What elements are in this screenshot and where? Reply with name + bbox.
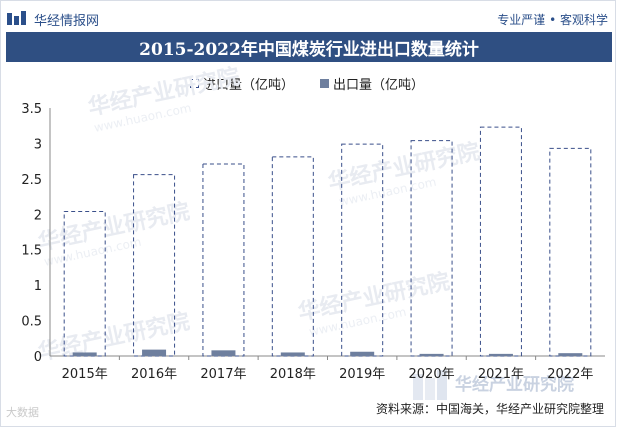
y-tick-label: 2.5 [21,173,42,188]
watermark-text: 华经产业研究院 [36,308,192,365]
tagline: 专业严谨 • 客观科学 [497,12,608,27]
corner-watermark: 大数据 [6,406,39,419]
watermark-badge-icon [425,378,435,400]
brand-name: 华经情报网 [34,13,100,29]
legend-label-export: 出口量（亿吨） [333,78,425,93]
bar-export [488,353,513,356]
watermark-badge: 华经产业研究院 [455,374,574,395]
legend-label-import: 进口量（亿吨） [203,78,295,93]
legend-swatch-import [190,79,199,88]
x-tick-label: 2020年 [409,367,455,382]
y-tick-label: 3 [34,137,42,152]
x-tick-label: 2022年 [547,367,593,382]
bar-import [549,147,592,357]
y-tick-label: 2 [34,208,42,223]
x-tick-label: 2021年 [478,367,524,382]
x-tick-label: 2016年 [131,367,177,382]
bar-import [202,163,245,357]
chart-title: 2015-2022年中国煤炭行业进出口数量统计 [6,32,612,62]
top-bar: 华经情报网 专业严谨 • 客观科学 [6,6,612,32]
x-tick-label: 2015年 [62,367,108,382]
y-tick-label: 3.5 [21,102,42,117]
bar-export [558,353,583,356]
watermark-layer: 华经产业研究院 www.huaon.com 华经产业研究院 www.huaon.… [36,63,574,400]
y-tick-label: 0 [34,350,42,365]
legend-item-import: 进口量（亿吨） [190,74,294,93]
legend-item-export: 出口量（亿吨） [320,74,424,93]
bar-export [72,352,97,356]
bars [63,126,592,357]
bar-export [350,351,375,356]
y-tick-label: 1.5 [21,244,42,259]
bar-export [280,352,305,356]
watermark-badge-icon [413,374,423,400]
y-tick-label: 1 [34,279,42,294]
x-tick-label: 2017年 [200,367,246,382]
source-note: 资料来源：中国海关，华经产业研究院整理 [375,402,604,416]
watermark-badge-icon [437,370,447,400]
brand-logo-icon [7,11,26,25]
x-axis-labels: 2015年 2016年 2017年 2018年 2019年 2020年 2021年 2022年 [62,367,594,382]
brand: 华经情报网 [6,10,99,29]
bar-import [479,126,522,357]
x-tick-label: 2019年 [339,367,385,382]
bar-export [142,349,167,356]
y-tick-label: 0.5 [21,315,42,330]
bar-export [211,350,236,356]
legend: 进口量（亿吨） 出口量（亿吨） [190,74,424,93]
legend-swatch-export [320,79,330,88]
x-tick-label: 2018年 [270,367,316,382]
bar-export [419,353,444,356]
